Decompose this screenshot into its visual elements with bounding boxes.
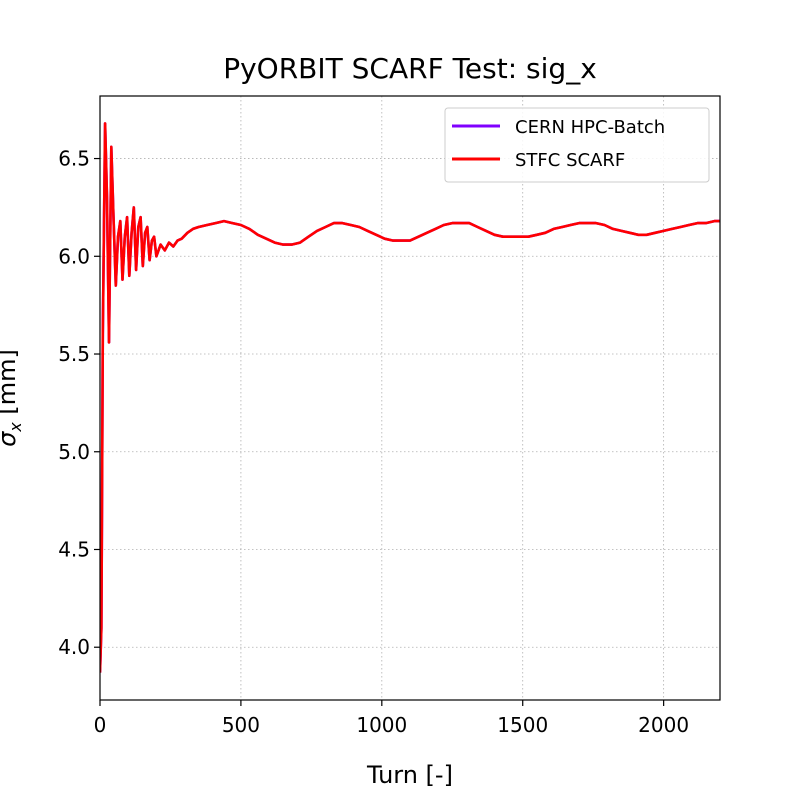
x-tick-label: 500 [222, 713, 260, 737]
x-axis-title: Turn [-] [366, 761, 453, 789]
ticks: 0 500 1000 1500 2000 4.0 4.5 5.0 5.5 6.0 6.5 [58, 147, 689, 737]
y-axis-title-subscript: x [6, 422, 25, 433]
y-tick-label: 6.5 [58, 147, 90, 171]
y-axis-title: σx [mm] [0, 349, 25, 447]
y-tick-label: 5.5 [58, 342, 90, 366]
y-tick-label: 4.0 [58, 635, 90, 659]
y-axis-title-unit: [mm] [0, 349, 21, 422]
x-tick-label: 1500 [497, 713, 548, 737]
plot-frame [99, 95, 721, 701]
legend: CERN HPC-Batch STFC SCARF [444, 107, 710, 183]
x-tick-label: 1000 [356, 713, 407, 737]
x-tick-label: 2000 [638, 713, 689, 737]
series-line-stfc [100, 122, 720, 673]
series-layer [100, 122, 720, 673]
y-tick-label: 4.5 [58, 537, 90, 561]
y-tick-label: 6.0 [58, 244, 90, 268]
chart-title: PyORBIT SCARF Test: sig_x [223, 52, 597, 85]
legend-label-stfc: STFC SCARF [515, 150, 625, 171]
y-axis-title-symbol: σ [0, 431, 21, 447]
x-tick-label: 0 [94, 713, 107, 737]
legend-box [444, 107, 710, 183]
legend-label-cern: CERN HPC-Batch [515, 117, 665, 138]
y-tick-label: 5.0 [58, 440, 90, 464]
